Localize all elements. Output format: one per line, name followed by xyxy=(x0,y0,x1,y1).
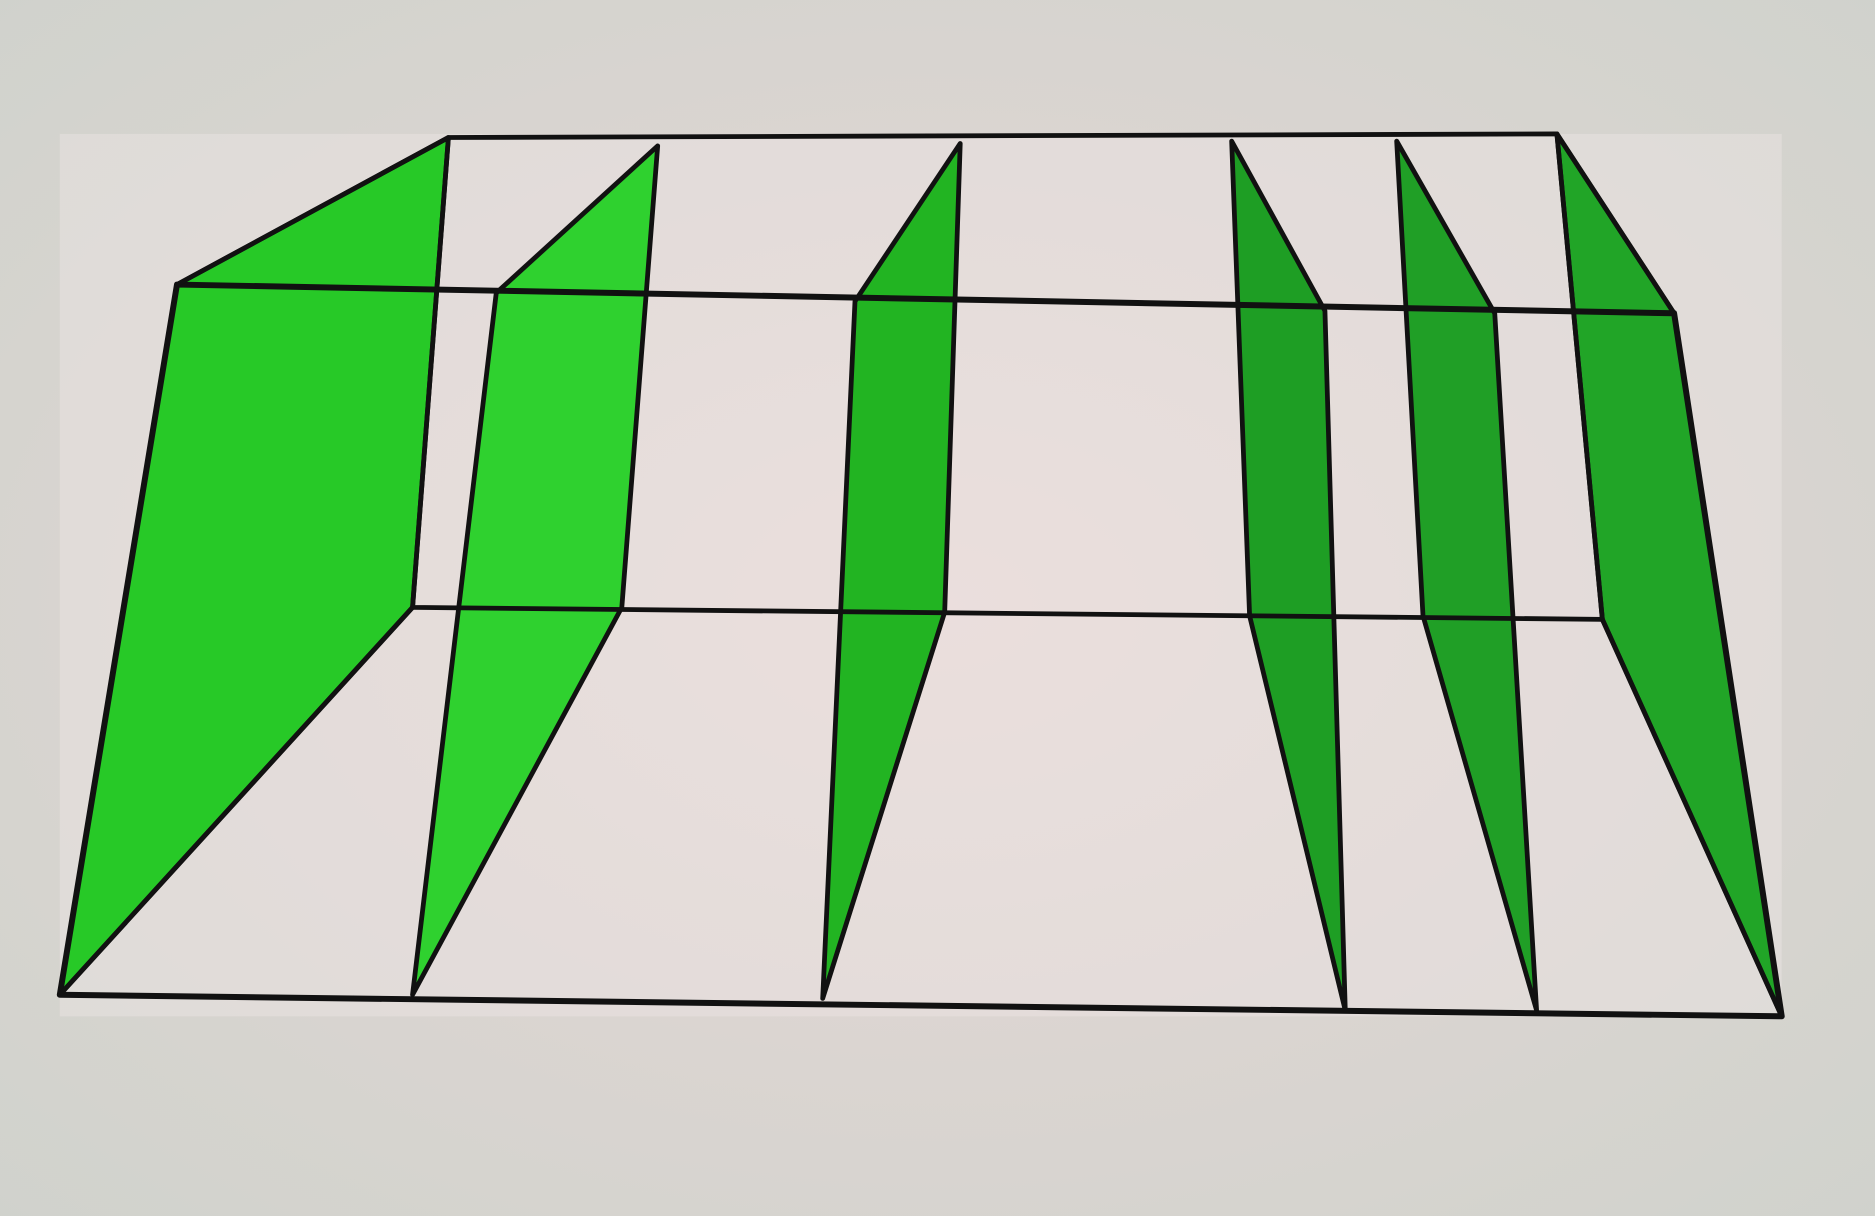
edge xyxy=(175,135,450,287)
edge xyxy=(1554,132,1677,315)
edge xyxy=(1600,618,1784,1018)
edge xyxy=(58,605,415,997)
green-panels xyxy=(57,131,1785,1019)
frame-lines xyxy=(56,131,1785,1020)
